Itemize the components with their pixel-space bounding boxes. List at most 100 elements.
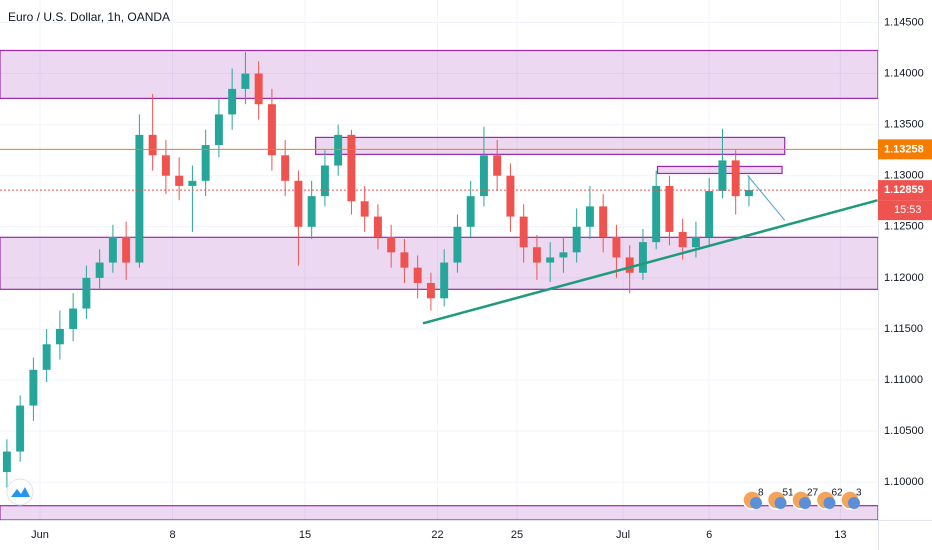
- candle-body: [718, 160, 727, 192]
- candle-body: [479, 155, 488, 197]
- candle-body: [413, 267, 422, 283]
- candle-body: [214, 114, 223, 146]
- candle-body: [294, 180, 303, 227]
- candle-body: [254, 73, 263, 105]
- badge-count: 51: [783, 488, 795, 499]
- countdown-tag: [878, 200, 932, 221]
- candle-body: [665, 185, 674, 232]
- zones: [0, 49, 879, 521]
- chart-title: Euro / U.S. Dollar, 1h, OANDA: [8, 10, 170, 24]
- badge-avatar: [799, 497, 811, 509]
- price-tag: [878, 180, 932, 201]
- price-tag-label: 1.12859: [884, 184, 924, 196]
- y-tick-label: 1.14000: [884, 67, 924, 79]
- candle-body: [493, 155, 502, 176]
- candle-body: [42, 344, 51, 370]
- candle-body: [95, 262, 104, 278]
- price-tag: [878, 139, 932, 160]
- x-tick-label: 15: [299, 529, 311, 541]
- candle-body: [82, 277, 91, 309]
- candle-body: [599, 206, 608, 238]
- candle-body: [519, 216, 528, 248]
- x-tick-label: 25: [511, 529, 523, 541]
- candle-body: [201, 145, 210, 181]
- badge-count: 62: [832, 488, 844, 499]
- x-tick-label: 22: [431, 529, 443, 541]
- badge-count: 3: [856, 488, 862, 499]
- candle-body: [506, 175, 515, 217]
- candle-body: [373, 216, 382, 238]
- x-tick-label: 6: [706, 529, 712, 541]
- candle-body: [585, 206, 594, 227]
- candle-body: [400, 252, 409, 268]
- y-tick-label: 1.12500: [884, 221, 924, 233]
- candle-body: [625, 257, 634, 273]
- candle-body: [334, 134, 343, 166]
- candle-body: [69, 308, 78, 329]
- candle-body: [678, 231, 687, 248]
- trendline: [422, 199, 878, 325]
- zone: [315, 136, 786, 155]
- candle-body: [705, 191, 714, 238]
- candle-body: [532, 247, 541, 263]
- candle-body: [122, 237, 131, 263]
- candle-body: [466, 196, 475, 227]
- zone: [0, 49, 879, 99]
- badge-count: 27: [807, 488, 819, 499]
- y-tick-label: 1.10500: [884, 425, 924, 437]
- price-tag-label: 1.13258: [884, 143, 924, 155]
- candle-body: [440, 262, 449, 299]
- badge-avatar: [750, 497, 762, 509]
- candle-body: [347, 134, 356, 202]
- candle-body: [453, 226, 462, 263]
- candle-body: [16, 405, 25, 452]
- candle-body: [55, 328, 64, 345]
- candle-body: [546, 257, 555, 263]
- candle-body: [731, 160, 740, 197]
- y-tick-label: 1.11500: [884, 323, 923, 335]
- trendline: [747, 175, 786, 221]
- candle-body: [744, 190, 753, 197]
- candle-body: [2, 451, 11, 472]
- axes: 1.14500 1.14000 1.13500 1.13000 1.12500 1.120…: [31, 16, 932, 541]
- y-tick-label: 1.13500: [884, 119, 924, 131]
- candle-body: [559, 252, 568, 258]
- candle-body: [360, 201, 369, 217]
- y-tick-label: 1.10000: [884, 476, 924, 488]
- y-tick-label: 1.12000: [884, 272, 924, 284]
- x-tick-label: Jul: [616, 529, 630, 541]
- badge-avatar: [774, 497, 787, 509]
- candle-body: [267, 104, 276, 156]
- candle-body: [228, 88, 237, 115]
- candle-body: [148, 134, 157, 156]
- x-tick-label: 13: [834, 529, 846, 541]
- grid: [0, 0, 878, 520]
- candle-body: [320, 165, 329, 197]
- candle-body: [307, 196, 316, 227]
- candle-body: [426, 282, 435, 299]
- candle-body: [638, 242, 647, 273]
- badge-avatar: [823, 497, 836, 509]
- badge-avatar: [848, 497, 860, 509]
- badge-count: 8: [758, 488, 764, 499]
- y-tick-label: 1.14500: [884, 16, 924, 28]
- y-tick-label: 1.13000: [884, 170, 924, 182]
- candle-body: [135, 134, 144, 263]
- candle-body: [612, 237, 621, 258]
- candle-body: [652, 185, 661, 243]
- candle-body: [29, 369, 38, 406]
- candle-body: [108, 237, 117, 263]
- overlay: [0, 148, 878, 325]
- candle-body: [691, 237, 700, 248]
- zone: [0, 236, 879, 290]
- x-tick-label: Jun: [31, 529, 49, 541]
- candle-body: [188, 180, 197, 186]
- candle-body: [281, 155, 290, 181]
- candle-body: [241, 73, 250, 89]
- candles: [2, 52, 753, 488]
- candle-body: [572, 226, 581, 253]
- candle-body: [387, 237, 396, 253]
- candle-body: [161, 155, 170, 176]
